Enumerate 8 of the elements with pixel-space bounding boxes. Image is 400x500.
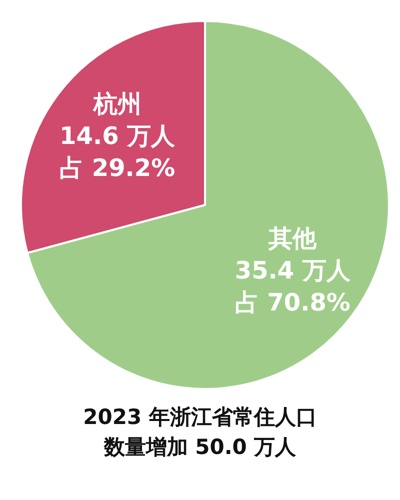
slice-label: 杭州	[92, 90, 142, 118]
text: 数量增加 50.0 万人	[102, 434, 298, 461]
text: 占 29.2%	[60, 154, 176, 182]
data-label: 35.4 万人	[234, 256, 352, 284]
text: 占 70.8%	[234, 288, 350, 316]
slice-label: 其他	[268, 224, 318, 252]
data-label: 14.6 万人	[60, 122, 176, 150]
text: 2023 年浙江省常住人口	[82, 404, 318, 431]
